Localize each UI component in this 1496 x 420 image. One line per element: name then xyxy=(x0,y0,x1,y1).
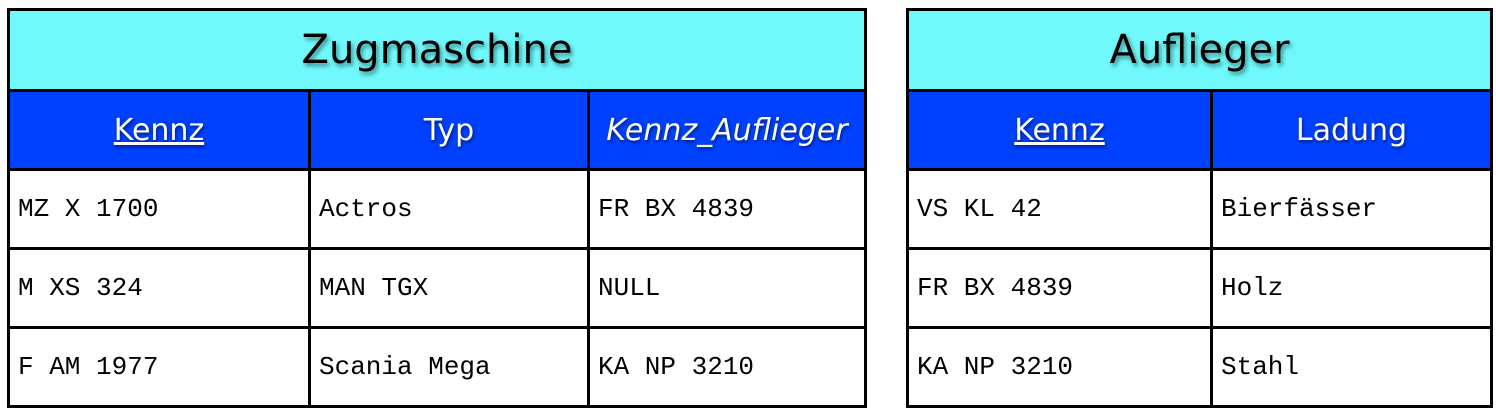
table-cell: MZ X 1700 xyxy=(7,168,311,250)
table-cell: Stahl xyxy=(1209,326,1494,408)
table-row: MZ X 1700 Actros FR BX 4839 xyxy=(7,168,867,250)
table-row: FR BX 4839 Holz xyxy=(906,247,1494,329)
table-title: Zugmaschine xyxy=(7,8,867,92)
table-row: KA NP 3210 Stahl xyxy=(906,326,1494,408)
table-cell: Bierfässer xyxy=(1209,168,1494,250)
table-cell: VS KL 42 xyxy=(906,168,1213,250)
table-cell: Scania Mega xyxy=(308,326,590,408)
table-cell: Actros xyxy=(308,168,590,250)
table-title: Auflieger xyxy=(905,8,1494,92)
table-cell: NULL xyxy=(587,247,867,329)
table-cell: FR BX 4839 xyxy=(906,247,1213,329)
table-cell: M XS 324 xyxy=(7,247,311,329)
table-row: F AM 1977 Scania Mega KA NP 3210 xyxy=(7,326,867,408)
table-cell: KA NP 3210 xyxy=(587,326,867,408)
zugmaschine-table: Zugmaschine Kennz Typ Kennz_Auflieger MZ… xyxy=(7,8,867,408)
column-header-kennz-primary-key: Kennz xyxy=(7,89,311,171)
table-row: VS KL 42 Bierfässer xyxy=(906,168,1494,250)
column-header-ladung: Ladung xyxy=(1209,89,1494,171)
table-row: M XS 324 MAN TGX NULL xyxy=(7,247,867,329)
table-cell: KA NP 3210 xyxy=(906,326,1213,408)
table-cell: F AM 1977 xyxy=(7,326,311,408)
auflieger-table: Auflieger Kennz Ladung VS KL 42 Bierfäss… xyxy=(905,8,1494,408)
table-cell: FR BX 4839 xyxy=(587,168,867,250)
column-header-kennz-auflieger-foreign-key: Kennz_Auflieger xyxy=(587,89,867,171)
column-header-typ: Typ xyxy=(308,89,590,171)
table-cell: MAN TGX xyxy=(308,247,590,329)
table-cell: Holz xyxy=(1209,247,1494,329)
column-header-kennz-primary-key: Kennz xyxy=(906,89,1213,171)
